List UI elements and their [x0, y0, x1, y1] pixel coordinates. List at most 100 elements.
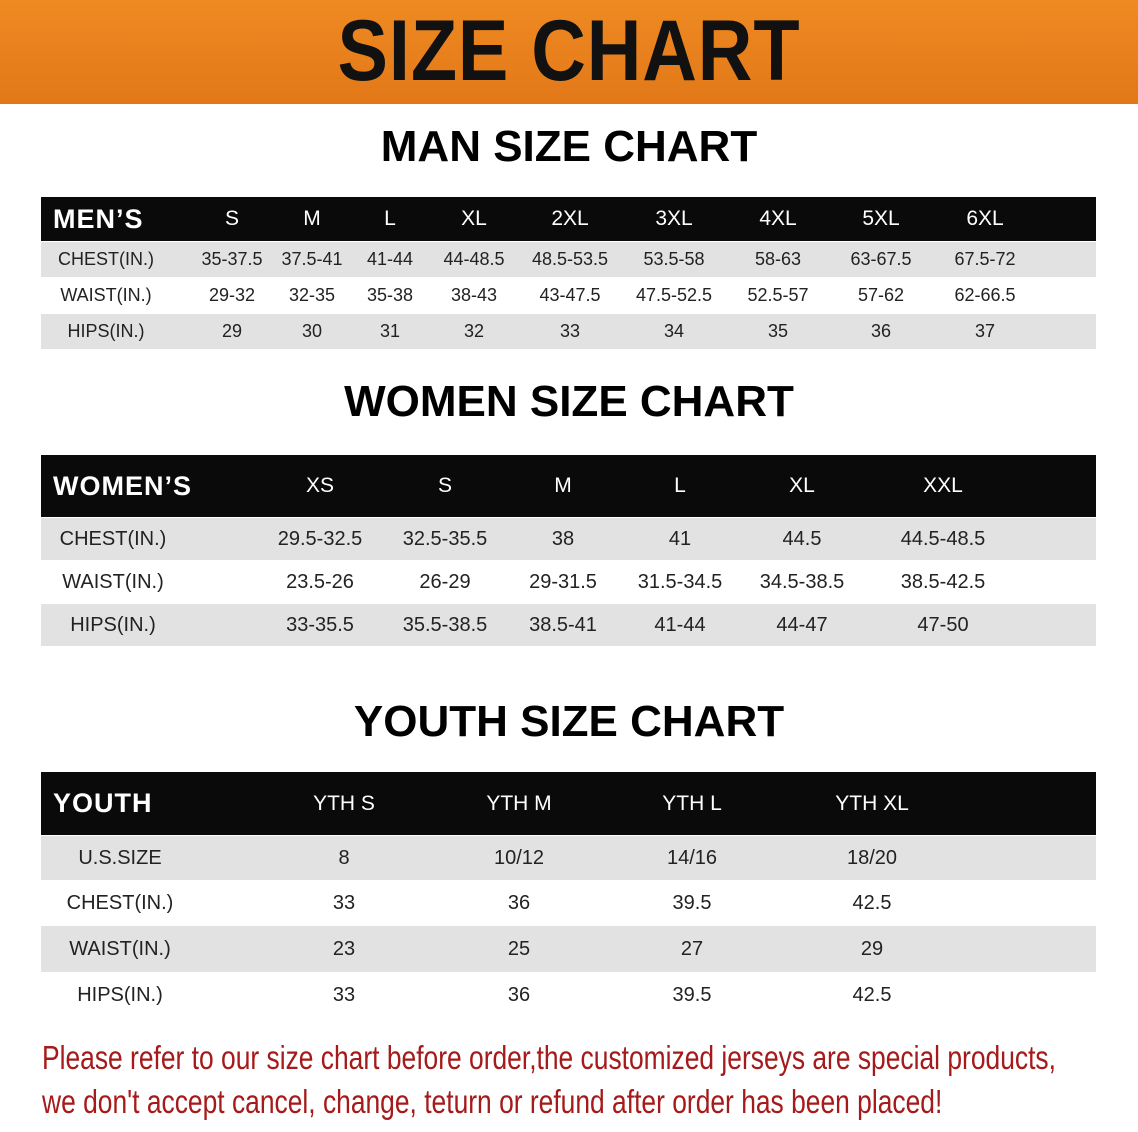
size-header-3xl: 3XL	[655, 207, 693, 230]
notice-line-1: Please refer to our size chart before or…	[42, 1039, 1056, 1076]
size-header-5xl: 5XL	[862, 207, 900, 230]
table-cell: 35-37.5	[201, 249, 263, 269]
table-cell: 38-43	[450, 285, 498, 305]
table-cell: 34.5-38.5	[759, 570, 845, 593]
table-cell: 18/20	[846, 846, 898, 869]
table-cell: 29	[221, 321, 243, 341]
table-cell: 38.5-42.5	[900, 570, 986, 593]
table-cell: 41-44	[654, 613, 706, 636]
table-cell: 31.5-34.5	[637, 570, 723, 593]
table-cell: 32	[463, 321, 485, 341]
table-cell: 37	[974, 321, 996, 341]
table-cell: 10/12	[493, 846, 545, 869]
table-cell: 39.5	[672, 891, 712, 914]
size-header-s: S	[224, 207, 240, 230]
table-cell: 44.5-48.5	[900, 527, 986, 550]
table-row: CHEST(IN.) 33 36 39.5 42.5	[41, 881, 1096, 925]
table-cell: 23.5-26	[286, 570, 354, 593]
order-notice: Please refer to our size chart before or…	[42, 1036, 1056, 1124]
table-cell: 25	[507, 937, 531, 960]
row-label: WAIST(IN.)	[69, 937, 171, 960]
row-label: HIPS(IN.)	[67, 321, 145, 341]
table-row: WAIST(IN.) 23 25 27 29	[41, 926, 1096, 972]
table-cell: 57-62	[857, 285, 905, 305]
row-label: HIPS(IN.)	[70, 613, 156, 636]
table-cell: 39.5	[672, 984, 712, 1006]
table-cell: 44.5	[782, 527, 822, 550]
table-cell: 33	[559, 321, 581, 341]
table-cell: 35.5-38.5	[402, 613, 488, 636]
table-cell: 34	[663, 321, 685, 341]
table-cell: 44-48.5	[443, 249, 505, 269]
youth-header-row: YOUTH YTH S YTH M YTH L YTH XL	[41, 772, 1096, 835]
table-cell: 41-44	[366, 249, 414, 269]
table-cell: 35-38	[366, 285, 414, 305]
table-cell: 63-67.5	[850, 249, 912, 269]
table-cell: 32-35	[288, 285, 336, 305]
table-cell: 33	[332, 891, 356, 914]
table-cell: 62-66.5	[954, 285, 1016, 305]
table-cell: 32.5-35.5	[402, 527, 488, 550]
table-cell: 48.5-53.5	[531, 249, 609, 269]
row-label: CHEST(IN.)	[66, 891, 174, 914]
table-cell: 38	[551, 527, 575, 550]
size-header-yth-m: YTH M	[486, 791, 552, 815]
table-cell: 44-47	[776, 613, 828, 636]
row-label: U.S.SIZE	[78, 846, 162, 869]
youth-section-title: YOUTH SIZE CHART	[353, 697, 785, 746]
size-header-xl: XL	[789, 474, 815, 497]
table-cell: 27	[680, 937, 704, 960]
row-label: HIPS(IN.)	[77, 984, 163, 1006]
table-cell: 47-50	[917, 613, 969, 636]
table-cell: 33	[332, 984, 356, 1006]
table-cell: 42.5	[852, 891, 892, 914]
table-cell: 29	[860, 937, 884, 960]
size-header-s: S	[437, 474, 453, 497]
size-header-m: M	[554, 474, 572, 497]
table-row: HIPS(IN.) 33 36 39.5 42.5	[41, 973, 1096, 1018]
youth-corner-label: YOUTH	[53, 788, 153, 818]
table-cell: 52.5-57	[747, 285, 809, 305]
table-cell: 36	[870, 321, 892, 341]
table-cell: 33-35.5	[286, 613, 354, 636]
table-cell: 36	[507, 984, 531, 1006]
size-header-yth-xl: YTH XL	[835, 791, 909, 815]
size-header-l: L	[674, 474, 686, 497]
table-cell: 8	[338, 846, 350, 869]
table-cell: 35	[767, 321, 789, 341]
row-label: CHEST(IN.)	[59, 527, 167, 550]
table-cell: 29-32	[208, 285, 256, 305]
table-row: CHEST(IN.) 35-37.5 37.5-41 41-44 44-48.5 48.5…	[41, 242, 1096, 277]
table-cell: 14/16	[666, 846, 718, 869]
table-cell: 41	[668, 527, 692, 550]
table-row: HIPS(IN.) 33-35.5 35.5-38.5 38.5-41 41-44 44-…	[41, 604, 1096, 646]
size-header-l: L	[384, 207, 396, 230]
table-cell: 36	[507, 891, 531, 914]
size-header-m: M	[303, 207, 321, 230]
men-corner-label: MEN’S	[53, 203, 144, 234]
table-row: U.S.SIZE 8 10/12 14/16 18/20	[41, 836, 1096, 880]
women-corner-label: WOMEN’S	[53, 470, 192, 501]
table-cell: 43-47.5	[539, 285, 601, 305]
table-cell: 47.5-52.5	[635, 285, 713, 305]
size-header-6xl: 6XL	[966, 207, 1004, 230]
table-cell: 26-29	[419, 570, 471, 593]
table-cell: 67.5-72	[954, 249, 1016, 269]
table-cell: 37.5-41	[281, 249, 343, 269]
size-header-xs: XS	[305, 474, 335, 497]
table-cell: 38.5-41	[529, 613, 597, 636]
size-header-yth-l: YTH L	[662, 791, 722, 815]
size-header-xl: XL	[461, 207, 487, 230]
row-label: WAIST(IN.)	[60, 285, 152, 305]
table-cell: 58-63	[754, 249, 802, 269]
size-header-2xl: 2XL	[551, 207, 589, 230]
banner-title: SIZE CHART	[337, 3, 801, 99]
table-row: WAIST(IN.) 29-32 32-35 35-38 38-43 43-47.5 47.…	[41, 278, 1096, 313]
banner: SIZE CHART	[0, 0, 1138, 104]
table-cell: 29-31.5	[529, 570, 597, 593]
table-cell: 31	[379, 321, 401, 341]
women-header-row: WOMEN’S XS S M L XL XXL	[41, 455, 1096, 517]
table-cell: 53.5-58	[643, 249, 705, 269]
table-cell: 42.5	[852, 984, 892, 1006]
